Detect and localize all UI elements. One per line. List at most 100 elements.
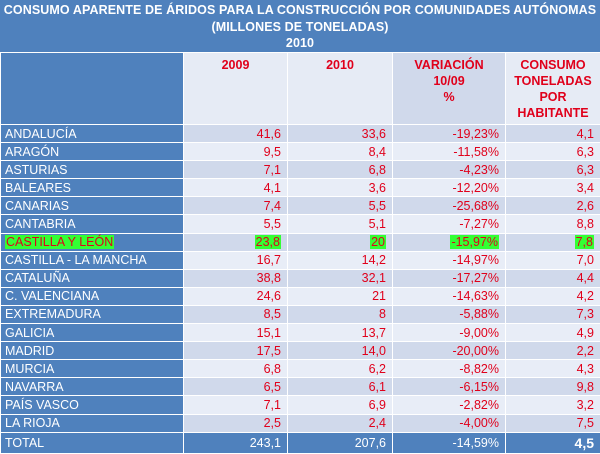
value-variacion: -6,15% [393, 378, 506, 396]
header-variacion-line-3: % [393, 89, 505, 105]
region-name: CATALUÑA [1, 269, 184, 287]
value-variacion: -15,97% [393, 233, 506, 251]
region-name: C. VALENCIANA [1, 287, 184, 305]
value-variacion: -4,00% [393, 414, 506, 432]
value-consumo-habitante: 9,8 [506, 378, 600, 396]
region-name: CANARIAS [1, 197, 184, 215]
value-consumo-habitante: 7,3 [506, 305, 600, 323]
value-2010: 13,7 [288, 324, 393, 342]
header-region [1, 53, 184, 125]
region-name: MURCIA [1, 360, 184, 378]
value-consumo-habitante: 4,1 [506, 125, 600, 143]
value-2010: 2,4 [288, 414, 393, 432]
region-name: CANTABRIA [1, 215, 184, 233]
value-2009: 24,6 [184, 287, 288, 305]
title-line-2: (MILLONES DE TONELADAS) [0, 19, 600, 36]
value-2009: 2,5 [184, 414, 288, 432]
value-2009: 17,5 [184, 342, 288, 360]
value-2009: 23,8 [184, 233, 288, 251]
region-name: LA RIOJA [1, 414, 184, 432]
region-name: MADRID [1, 342, 184, 360]
value-2009: 9,5 [184, 143, 288, 161]
value-consumo-habitante: 7,0 [506, 251, 600, 269]
value-consumo-habitante: 3,2 [506, 396, 600, 414]
value-consumo-habitante: 7,5 [506, 414, 600, 432]
value-variacion: -8,82% [393, 360, 506, 378]
header-consumo-line-3: POR [506, 89, 600, 105]
value-variacion: -17,27% [393, 269, 506, 287]
value-consumo-habitante: 4,9 [506, 324, 600, 342]
value-2010-text: 20 [370, 235, 386, 249]
value-variacion: -14,63% [393, 287, 506, 305]
value-2009: 15,1 [184, 324, 288, 342]
region-name: CASTILLA Y LEÓN [1, 233, 184, 251]
value-consumo-habitante: 3,4 [506, 179, 600, 197]
value-2010: 8,4 [288, 143, 393, 161]
region-name: ANDALUCÍA [1, 125, 184, 143]
value-2009: 5,5 [184, 215, 288, 233]
data-table: 2009 2010 VARIACIÓN 10/09 % CONSUMO TONE… [0, 52, 600, 454]
title-line-3: 2010 [0, 35, 600, 52]
value-consumo-habitante: 6,3 [506, 143, 600, 161]
value-2010: 32,1 [288, 269, 393, 287]
table-row: CASTILLA Y LEÓN 23,8 20 -15,97%7,8 [1, 233, 600, 251]
value-2010: 5,1 [288, 215, 393, 233]
value-2010: 6,2 [288, 360, 393, 378]
value-variacion: -20,00% [393, 342, 506, 360]
region-name: CASTILLA - LA MANCHA [1, 251, 184, 269]
value-2010: 14,0 [288, 342, 393, 360]
value-2009: 6,5 [184, 378, 288, 396]
value-2009: 7,4 [184, 197, 288, 215]
value-2009: 4,1 [184, 179, 288, 197]
value-variacion: -14,97% [393, 251, 506, 269]
header-consumo-line-4: HABITANTE [506, 105, 600, 121]
value-consumo-habitante: 6,3 [506, 161, 600, 179]
value-variacion: -2,82% [393, 396, 506, 414]
value-consumo-habitante: 7,8 [506, 233, 600, 251]
header-consumo-line-1: CONSUMO [506, 57, 600, 73]
header-2009: 2009 [184, 53, 288, 125]
value-variacion: -4,23% [393, 161, 506, 179]
value-2009: 38,8 [184, 269, 288, 287]
value-consumo-habitante: 4,3 [506, 360, 600, 378]
value-2009: 41,6 [184, 125, 288, 143]
value-2009-text: 23,8 [255, 235, 281, 249]
header-variacion-line-1: VARIACIÓN [393, 57, 505, 73]
value-2009: 6,8 [184, 360, 288, 378]
region-name: GALICIA [1, 324, 184, 342]
value-2009: 8,5 [184, 305, 288, 323]
value-2010: 14,2 [288, 251, 393, 269]
value-variacion: -5,88% [393, 305, 506, 323]
value-2010: 6,8 [288, 161, 393, 179]
region-name: ARAGÓN [1, 143, 184, 161]
value-variacion: -19,23% [393, 125, 506, 143]
value-consumo-habitante: 4,4 [506, 269, 600, 287]
value-2009: 16,7 [184, 251, 288, 269]
value-consumo-habitante: 4,2 [506, 287, 600, 305]
value-2010: 21 [288, 287, 393, 305]
region-name: EXTREMADURA [1, 305, 184, 323]
value-variacion: -25,68% [393, 197, 506, 215]
value-2009: 7,1 [184, 396, 288, 414]
header-variacion: VARIACIÓN 10/09 % [393, 53, 506, 125]
header-variacion-line-2: 10/09 [393, 73, 505, 89]
header-consumo-line-2: TONELADAS [506, 73, 600, 89]
value-consumo-habitante: 2,2 [506, 342, 600, 360]
value-2010: 8 [288, 305, 393, 323]
value-2010: 20 [288, 233, 393, 251]
header-2010: 2010 [288, 53, 393, 125]
region-name: NAVARRA [1, 378, 184, 396]
